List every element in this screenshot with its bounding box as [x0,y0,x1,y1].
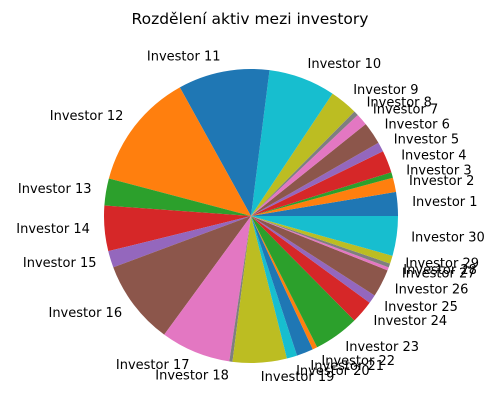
pie-slice-4 [251,151,392,216]
pie-slices [103,68,398,363]
slice-label-6: Investor 6 [385,117,450,132]
pie-slice-13 [104,178,252,216]
pie-slice-20 [251,216,298,359]
slice-label-2: Investor 2 [409,174,474,189]
pie-slice-17 [164,216,251,362]
slice-label-12: Investor 12 [50,109,124,124]
pie-slice-28 [251,216,391,268]
slice-label-8: Investor 8 [367,95,432,110]
slice-label-13: Investor 13 [18,182,92,197]
pie-slice-23 [251,216,355,348]
slice-label-15: Investor 15 [23,256,97,271]
pie-slice-30 [251,216,398,256]
slice-label-25: Investor 25 [384,300,458,315]
pie-slice-18 [229,216,251,362]
chart-title: Rozdělení aktiv mezi investory [132,10,369,28]
pie-slice-12 [108,87,252,217]
pie-slice-14 [103,205,251,252]
pie-slice-3 [251,172,393,216]
slice-label-23: Investor 23 [345,340,419,355]
slice-label-21: Investor 21 [310,359,384,374]
pie-slice-19 [232,216,287,363]
slice-label-30: Investor 30 [411,231,485,246]
slice-label-9: Investor 9 [353,83,418,98]
slice-label-14: Investor 14 [16,222,90,237]
pie-slice-2 [251,177,397,216]
pie-slice-26 [251,216,388,296]
slice-label-5: Investor 5 [394,133,459,148]
slice-label-18: Investor 18 [155,369,229,384]
slice-label-3: Investor 3 [406,163,471,178]
slice-label-16: Investor 16 [48,306,122,321]
slice-label-1: Investor 1 [412,195,477,210]
slice-label-22: Investor 22 [321,354,395,369]
pie-slice-25 [251,216,375,303]
pie-slice-1 [251,191,398,216]
pie-slice-16 [113,216,252,335]
pie-slice-10 [251,70,333,216]
slice-label-10: Investor 10 [308,57,382,72]
slice-label-28: Investor 28 [403,263,477,278]
slice-label-20: Investor 20 [296,364,370,379]
slice-label-29: Investor 29 [405,257,479,272]
slice-label-26: Investor 26 [395,283,469,298]
pie-slice-29 [251,216,393,264]
slice-label-24: Investor 24 [374,314,448,329]
pie-slice-22 [251,216,318,350]
slice-label-19: Investor 19 [261,370,335,385]
pie-slice-21 [251,216,313,356]
pie-slice-5 [251,142,383,216]
slice-label-11: Investor 11 [147,50,221,65]
slice-label-17: Investor 17 [116,358,190,373]
pie-slice-8 [251,111,358,216]
slice-label-27: Investor 27 [402,267,476,282]
pie-slice-11 [179,68,270,217]
pie-slice-15 [108,216,252,268]
pie-slice-9 [251,93,355,216]
pie-slice-6 [251,124,379,216]
pie-slice-7 [251,114,366,216]
pie-slice-24 [251,216,370,321]
slice-label-7: Investor 7 [373,102,438,117]
pie-slice-27 [251,216,389,271]
slice-label-4: Investor 4 [401,149,466,164]
